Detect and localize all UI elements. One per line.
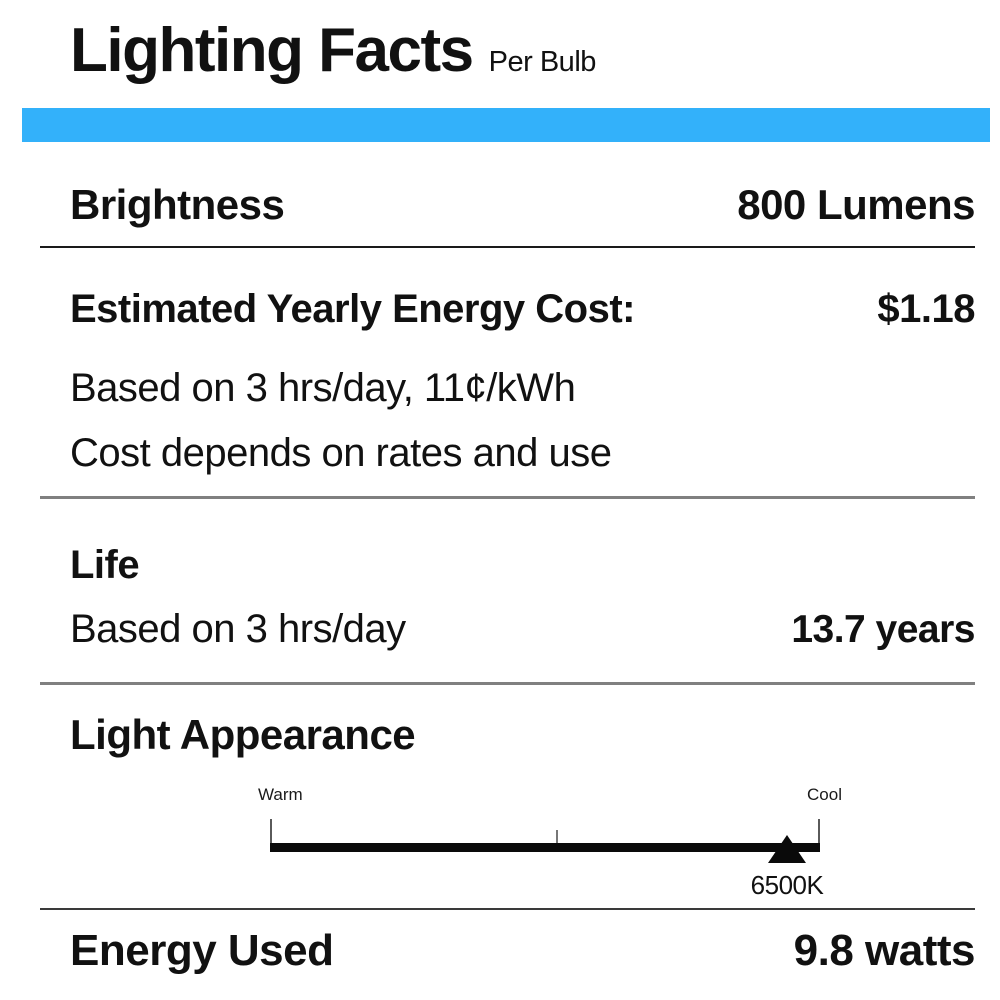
marker-triangle-icon: [768, 835, 806, 863]
divider-appearance: [40, 908, 975, 910]
light-appearance-label: Light Appearance: [70, 711, 416, 758]
life-basis: Based on 3 hrs/day: [70, 607, 406, 651]
energy-cost-label: Estimated Yearly Energy Cost:: [70, 287, 636, 331]
brightness-row: Brightness 800 Lumens: [70, 181, 975, 229]
divider-brightness: [40, 246, 975, 248]
life-value: 13.7 years: [791, 608, 975, 651]
divider-cost: [40, 496, 975, 499]
marker-value: 6500K: [750, 870, 824, 900]
page-title: Lighting Facts: [70, 16, 474, 85]
cool-label: Cool: [807, 785, 842, 804]
energy-used-row: Energy Used 9.8 watts: [70, 926, 976, 976]
scale-tick-right: [818, 819, 820, 843]
scale-bar: [270, 843, 820, 852]
energy-used-value: 9.8 watts: [793, 926, 976, 975]
energy-cost-value: $1.18: [877, 287, 975, 331]
brightness-label: Brightness: [70, 181, 285, 228]
brightness-value: 800 Lumens: [737, 181, 975, 228]
light-appearance-scale: Warm Cool 6500K: [258, 785, 842, 903]
energy-used-label: Energy Used: [70, 926, 334, 975]
page-subtitle: Per Bulb: [488, 46, 597, 78]
warm-label: Warm: [258, 785, 303, 804]
scale-tick-left: [270, 819, 272, 843]
life-row: Based on 3 hrs/day 13.7 years: [70, 607, 975, 652]
energy-cost-row: Estimated Yearly Energy Cost: $1.18: [70, 287, 975, 332]
life-label: Life: [70, 543, 140, 587]
divider-life: [40, 682, 975, 685]
accent-bar: [22, 108, 990, 142]
scale-tick-middle: [556, 830, 558, 843]
energy-cost-note: Cost depends on rates and use: [70, 431, 612, 475]
label-header: Lighting Facts Per Bulb: [70, 18, 596, 83]
energy-cost-basis: Based on 3 hrs/day, 11¢/kWh: [70, 366, 576, 410]
